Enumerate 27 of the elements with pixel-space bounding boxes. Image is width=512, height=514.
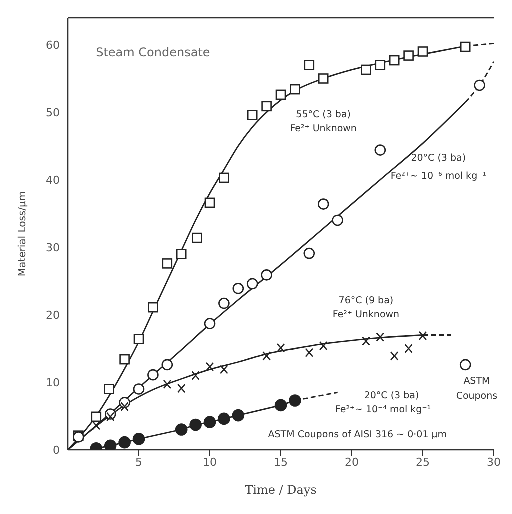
x-tick-label: 15 — [274, 456, 288, 469]
y-axis-title: Material Loss/μm — [18, 191, 29, 277]
x-tick-label: 30 — [487, 456, 501, 469]
annotation: Fe²⁺~ 10⁻⁴ mol kg⁻¹ — [335, 404, 432, 416]
x-tick-label: 5 — [136, 456, 142, 469]
x-tick-label: 20 — [345, 456, 359, 469]
y-tick-label: 50 — [46, 106, 60, 120]
annotation: Steam Condensate — [96, 46, 210, 60]
x-axis-title: Time / Days — [245, 483, 317, 497]
y-tick-label: 30 — [46, 241, 60, 254]
y-tick-label: 40 — [46, 174, 60, 187]
y-tick-label: 0 — [53, 444, 60, 457]
y-tick-label: 60 — [46, 38, 60, 52]
annotation: Fe²⁺ Unknown — [290, 124, 357, 135]
annotation: Fe²⁺~ 10⁻⁶ mol kg⁻¹ — [390, 171, 487, 182]
annotation: 55°C (3 ba) — [296, 110, 352, 121]
y-tick-label: 10 — [46, 376, 60, 390]
x-tick-label: 10 — [203, 456, 217, 469]
annotation: 20°C (3 ba) — [364, 390, 420, 402]
y-tick-label: 20 — [46, 308, 60, 322]
annotation: ASTM Coupons of AISI 316 ~ 0·01 μm — [268, 429, 448, 440]
annotation: 20°C (3 ba) — [411, 152, 466, 164]
annotation: 76°C (9 ba) — [338, 295, 394, 306]
annotation: Coupons — [456, 390, 498, 402]
annotation: Fe²⁺ Unknown — [332, 309, 400, 320]
annotation: ASTM — [464, 376, 490, 388]
x-tick-label: 25 — [416, 456, 430, 469]
